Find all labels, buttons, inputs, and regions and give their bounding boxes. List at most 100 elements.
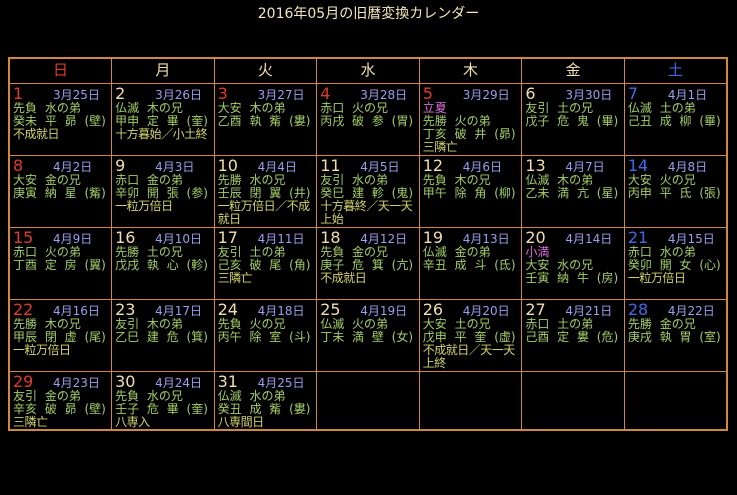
day-number: 14 [627,155,649,175]
lunar-date: 4月4日 [257,159,297,174]
lunar-date: 4月11日 [257,231,305,246]
lunar-date: 4月10日 [155,231,202,246]
day-cell: 30 4月24日 先負 水の兄 壬子 危 畢 (奎) 八専入 [111,370,215,431]
weekday-header: 土 [623,57,728,84]
lunar-date: 4月24日 [155,375,202,390]
day-cell: 2 3月26日 仏滅 木の兄 甲申 定 畢 (奎) 十方暮始／小土終 [111,82,215,156]
day-cell: 22 4月16日 先勝 木の兄 甲辰 閉 虚 (尾) 一粒万倍日 [8,298,113,372]
rokuyou-line: 大安 木の弟 [217,100,286,115]
day-line: 17 4月11日 [218,229,316,246]
day-cell: 25 4月19日 仏滅 火の弟 丁未 満 壁 (女) [316,298,420,372]
day-cell: 7 4月1日 仏滅 土の弟 己丑 成 柳 (畢) [623,82,728,156]
day-cell: 4 3月28日 赤口 火の兄 丙戌 破 参 (胃) [316,82,420,156]
calendar-week-row: 29 4月23日 友引 金の弟 辛亥 破 昴 (壁) 三隣亡 30 4月24日 先負… [8,370,728,431]
rokuyou-line: 先勝 木の兄 [13,316,81,331]
day-line: 4 3月28日 [320,85,418,102]
day-line: 5 3月29日 [423,85,521,102]
calendar-week-row: 8 4月2日 大安 金の兄 庚寅 納 星 (觜) 9 4月3日 赤口 金の弟 辛卯 … [8,154,728,228]
day-cell: 31 4月25日 仏滅 水の弟 癸丑 成 觜 (婁) 八専間日 [213,370,318,431]
day-cell: 10 4月4日 先勝 水の兄 壬辰 閉 翼 (井) 一粒万倍日／不成就日 [213,154,318,228]
lunar-date: 4月9日 [53,231,93,246]
rokuyou-line: 大安 土の兄 [422,316,491,331]
day-number: 23 [115,299,136,319]
lunar-date: 3月26日 [155,87,202,102]
rokuyou-line: 友引 土の弟 [217,244,286,259]
rokuyou-line: 仏滅 金の弟 [422,244,491,259]
special-days: 一粒万倍日 [115,198,173,213]
day-line: 27 4月21日 [525,301,623,318]
special-days: 不成就日／天一天上終 [422,342,516,370]
rokuyou-line: 仏滅 木の兄 [115,100,183,115]
day-number: 11 [320,155,341,175]
day-cell: 8 4月2日 大安 金の兄 庚寅 納 星 (觜) [8,154,113,228]
rokuyou-line: 仏滅 水の弟 [217,388,286,403]
day-cell [316,370,420,431]
day-number: 17 [217,227,238,247]
weekday-header: 金 [521,57,625,84]
day-line: 3 3月27日 [218,85,316,102]
kanshi-line: 戊戌 執 心 (軫) [115,257,208,272]
day-number: 27 [525,299,546,319]
rokuyou-line: 仏滅 木の弟 [525,172,594,187]
lunar-date: 4月12日 [360,231,408,246]
day-cell: 16 4月10日 先勝 土の兄 戊戌 執 心 (軫) [111,226,215,300]
weekday-header: 日 [8,57,113,84]
lunar-date: 3月25日 [53,87,100,102]
kanshi-line: 庚子 危 箕 (亢) [320,257,413,272]
rokuyou-line: 先負 火の兄 [217,316,286,331]
day-number: 8 [13,155,24,175]
day-line: 2 3月26日 [115,85,213,102]
day-line: 10 4月4日 [218,157,316,174]
lunar-date: 4月18日 [257,303,305,318]
kanshi-line: 丁未 満 壁 (女) [320,329,413,344]
weekday-header: 火 [213,57,318,84]
day-cell: 29 4月23日 友引 金の弟 辛亥 破 昴 (壁) 三隣亡 [8,370,113,431]
kanshi-line: 辛丑 成 斗 (氐) [422,257,516,272]
day-line: 9 4月3日 [115,157,213,174]
rokuyou-line: 大安 火の兄 [627,172,696,187]
special-days: 三隣亡 [13,414,48,429]
rokuyou-line: 友引 金の弟 [13,388,81,403]
kanshi-line: 甲辰 閉 虚 (尾) [13,329,106,344]
rokuyou-line: 先負 水の兄 [115,388,183,403]
rokuyou-line: 大安 水の兄 [525,257,594,272]
kanshi-line: 己酉 定 婁 (危) [525,329,619,344]
rokuyou-line: 友引 水の弟 [320,172,389,187]
day-cell: 6 3月30日 友引 土の兄 戊子 危 鬼 (畢) [521,82,625,156]
day-cell: 11 4月5日 友引 水の弟 癸巳 建 軫 (鬼) 十方暮終／天一天上始 [316,154,420,228]
kanshi-line: 丙戌 破 参 (胃) [320,113,413,128]
day-cell: 27 4月21日 赤口 土の弟 己酉 定 婁 (危) [521,298,625,372]
rokuyou-line: 先負 木の兄 [422,172,491,187]
day-cell: 26 4月20日 大安 土の兄 戊申 平 奎 (虚) 不成就日／天一天上終 [418,298,523,372]
day-line: 18 4月12日 [320,229,418,246]
lunar-date: 4月20日 [462,303,510,318]
kanshi-line: 戊申 平 奎 (虚) [422,329,516,344]
kanshi-line: 丙申 平 氐 (張) [627,185,721,200]
day-cell: 23 4月17日 友引 木の弟 乙巳 建 危 (箕) [111,298,215,372]
rokuyou-line: 赤口 火の弟 [13,244,81,259]
day-cell: 17 4月11日 友引 土の弟 己亥 破 尾 (角) 三隣亡 [213,226,318,300]
day-line: 6 3月30日 [525,85,623,102]
special-days: 一粒万倍日 [627,270,686,285]
day-line: 12 4月6日 [423,157,521,174]
kanshi-line: 戊子 危 鬼 (畢) [525,113,619,128]
day-line: 13 4月7日 [525,157,623,174]
day-cell [521,370,625,431]
page-title: 2016年05月の旧暦変換カレンダー [257,6,480,22]
lunar-date: 3月30日 [565,87,613,102]
special-days: 一粒万倍日／不成就日 [217,198,311,226]
day-number: 29 [13,371,34,391]
day-cell: 13 4月7日 仏滅 木の弟 乙未 満 亢 (星) [521,154,625,228]
kanshi-line: 丁亥 破 井 (昴) [422,126,516,141]
calendar-week-row: 22 4月16日 先勝 木の兄 甲辰 閉 虚 (尾) 一粒万倍日 23 4月17日 … [8,298,728,372]
lunar-date: 4月17日 [155,303,202,318]
day-number: 6 [525,83,536,103]
day-number: 12 [422,155,444,175]
kanshi-line: 己丑 成 柳 (畢) [627,113,721,128]
day-line: 21 4月15日 [628,229,725,246]
day-line: 28 4月22日 [628,301,725,318]
day-line: 20 4月14日 [525,229,623,246]
day-number: 22 [13,299,34,319]
lunar-date: 4月8日 [667,159,708,174]
rokuyou-line: 仏滅 土の弟 [627,100,696,115]
